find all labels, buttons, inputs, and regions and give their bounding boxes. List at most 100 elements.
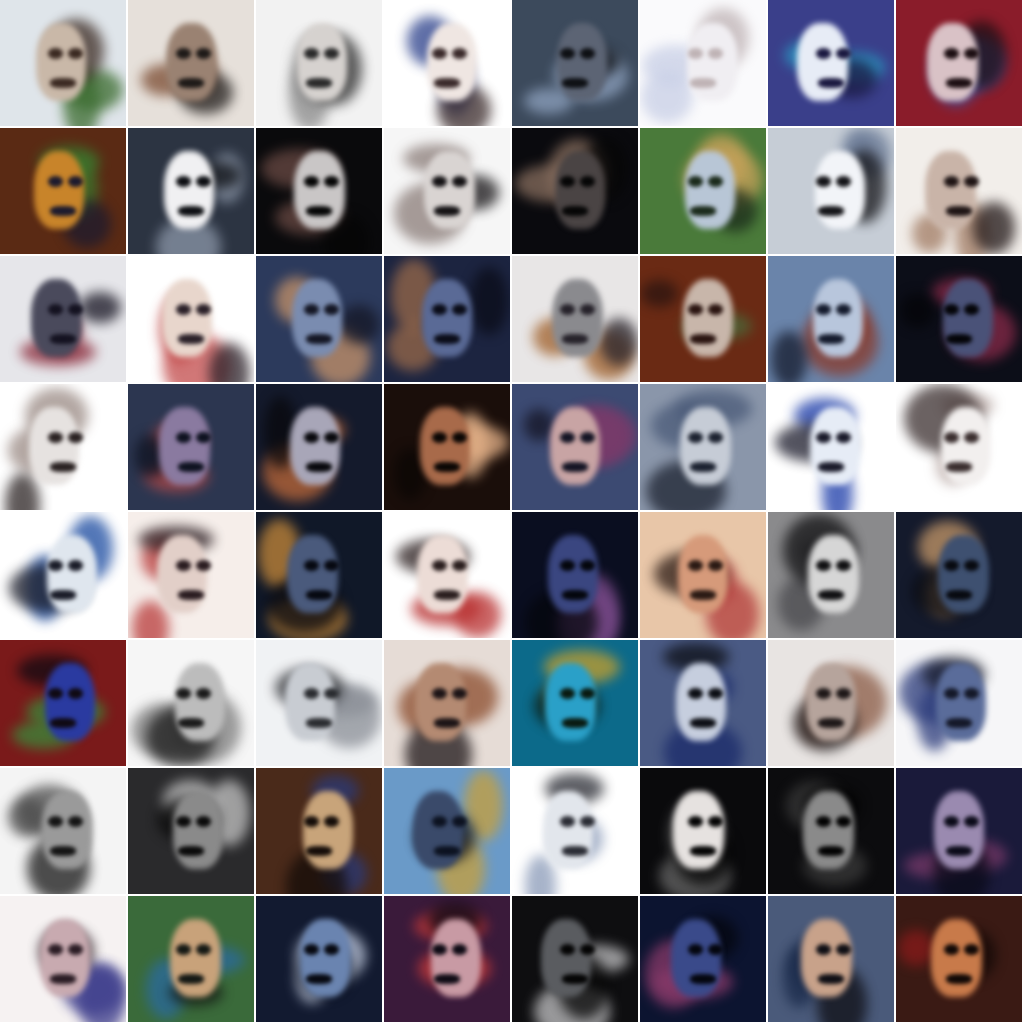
- eye-shape: [964, 559, 980, 572]
- image-tile: [128, 768, 254, 894]
- face-shape: [417, 534, 468, 613]
- image-tile: [768, 0, 894, 126]
- mouth-shape: [178, 334, 204, 345]
- face-shape: [42, 790, 93, 869]
- image-tile: [768, 512, 894, 638]
- eye-shape: [964, 47, 980, 60]
- image-tile: [768, 256, 894, 382]
- eye-shape: [175, 47, 191, 60]
- eye-shape: [303, 943, 319, 956]
- eye-shape: [836, 47, 852, 60]
- mouth-shape: [946, 590, 972, 601]
- mouth-shape: [50, 78, 76, 89]
- eye-shape: [324, 943, 340, 956]
- face-shape: [547, 534, 599, 613]
- eye-shape: [196, 303, 212, 316]
- face-shape: [687, 22, 738, 101]
- eye-shape: [196, 559, 212, 572]
- face-shape: [938, 534, 989, 613]
- eye-shape: [580, 559, 596, 572]
- mouth-shape: [946, 78, 972, 89]
- eye-shape: [431, 687, 447, 700]
- eye-shape: [815, 559, 831, 572]
- face-shape: [545, 662, 596, 741]
- face-shape: [39, 918, 91, 997]
- eye-shape: [815, 943, 831, 956]
- image-tile: [640, 256, 766, 382]
- mouth-shape: [690, 590, 716, 601]
- eye-shape: [580, 303, 596, 316]
- eye-shape: [324, 559, 340, 572]
- eye-shape: [452, 47, 468, 60]
- face-shape: [412, 790, 464, 869]
- eye-shape: [559, 559, 575, 572]
- image-tile: [384, 896, 510, 1022]
- image-tile: [640, 896, 766, 1022]
- mouth-shape: [306, 846, 332, 857]
- face-shape: [174, 662, 226, 741]
- eye-shape: [68, 559, 84, 572]
- eye-shape: [836, 815, 852, 828]
- eye-shape: [431, 303, 447, 316]
- color-blob: [899, 293, 936, 329]
- color-blob: [641, 279, 679, 307]
- color-blob: [641, 70, 694, 124]
- eye-shape: [687, 559, 703, 572]
- eye-shape: [964, 687, 980, 700]
- face-shape: [284, 662, 336, 741]
- mouth-shape: [178, 974, 204, 985]
- image-tile: [896, 256, 1022, 382]
- face-shape: [302, 790, 354, 869]
- mouth-shape: [690, 462, 716, 473]
- mouth-shape: [50, 462, 76, 473]
- eye-shape: [687, 47, 703, 60]
- mouth-shape: [306, 590, 332, 601]
- image-tile: [0, 896, 126, 1022]
- eye-shape: [815, 47, 831, 60]
- face-shape: [46, 534, 98, 613]
- face-shape: [552, 278, 603, 357]
- face-shape: [549, 406, 601, 485]
- mouth-shape: [690, 846, 716, 857]
- eye-shape: [452, 687, 468, 700]
- eye-shape: [687, 815, 703, 828]
- mouth-shape: [306, 718, 332, 729]
- face-shape: [801, 918, 852, 997]
- image-tile: [256, 384, 382, 510]
- face-shape: [925, 150, 976, 229]
- mouth-shape: [818, 334, 844, 345]
- color-blob: [5, 472, 40, 510]
- face-shape: [161, 278, 213, 357]
- face-shape: [803, 790, 854, 869]
- image-tile: [768, 384, 894, 510]
- eye-shape: [68, 431, 84, 444]
- eye-shape: [836, 303, 852, 316]
- image-tile: [0, 384, 126, 510]
- eye-shape: [836, 943, 852, 956]
- eye-shape: [580, 175, 596, 188]
- eye-shape: [943, 303, 959, 316]
- image-tile: [512, 384, 638, 510]
- image-tile: [768, 128, 894, 254]
- face-shape: [680, 406, 731, 485]
- eye-shape: [708, 559, 724, 572]
- face-shape: [670, 918, 722, 997]
- eye-shape: [47, 303, 63, 316]
- image-tile: [640, 640, 766, 766]
- face-shape: [808, 534, 859, 613]
- eye-shape: [580, 431, 596, 444]
- image-tile: [256, 640, 382, 766]
- eye-shape: [708, 47, 724, 60]
- eye-shape: [47, 431, 63, 444]
- face-shape: [166, 22, 217, 101]
- mouth-shape: [946, 462, 972, 473]
- image-tile: [512, 256, 638, 382]
- mouth-shape: [306, 974, 332, 985]
- eye-shape: [324, 687, 340, 700]
- image-tile: [384, 384, 510, 510]
- eye-shape: [196, 47, 212, 60]
- color-blob: [339, 304, 380, 345]
- face-shape: [673, 790, 724, 869]
- eye-shape: [559, 943, 575, 956]
- eye-shape: [815, 431, 831, 444]
